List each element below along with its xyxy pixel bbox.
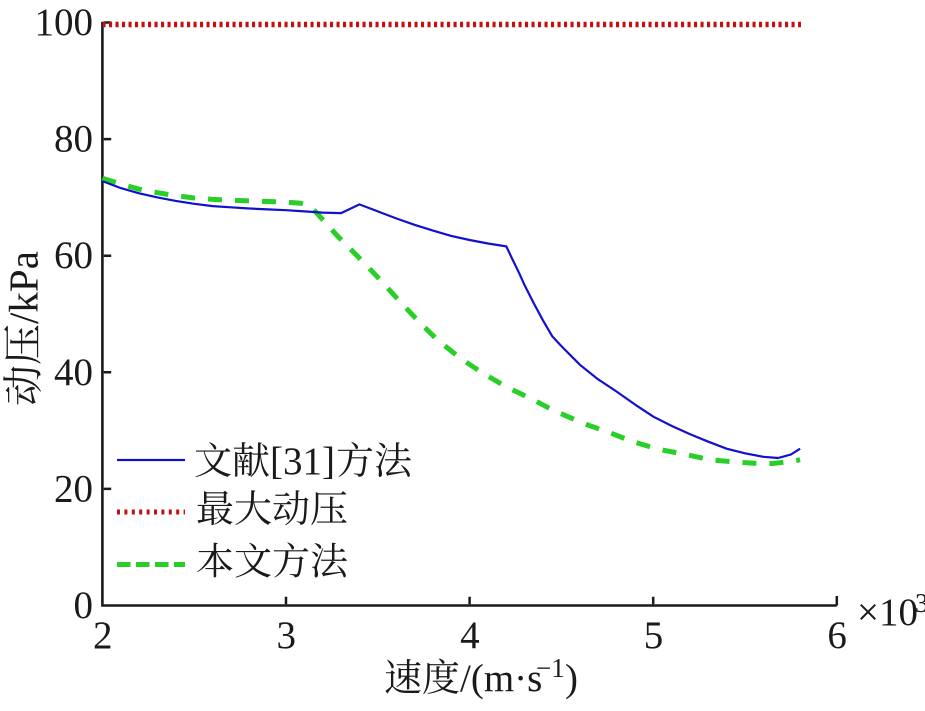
svg-text:6: 6	[827, 614, 847, 657]
svg-text:): )	[565, 657, 578, 700]
svg-text:5: 5	[644, 614, 664, 657]
svg-text:3: 3	[277, 614, 297, 657]
svg-text:4: 4	[460, 614, 480, 657]
svg-text:0: 0	[74, 584, 94, 627]
svg-text:−1: −1	[536, 653, 565, 683]
svg-text:/(m·s: /(m·s	[460, 657, 542, 700]
svg-text:[31]: [31]	[270, 440, 335, 483]
svg-text:20: 20	[54, 467, 93, 510]
svg-text:×10: ×10	[857, 591, 918, 634]
svg-text:100: 100	[35, 1, 94, 44]
svg-text:80: 80	[54, 118, 93, 161]
svg-text:2: 2	[93, 614, 113, 657]
svg-text:/kPa: /kPa	[1, 251, 47, 324]
svg-text:60: 60	[54, 234, 93, 277]
svg-text:40: 40	[54, 351, 93, 394]
svg-text:3: 3	[915, 588, 925, 618]
